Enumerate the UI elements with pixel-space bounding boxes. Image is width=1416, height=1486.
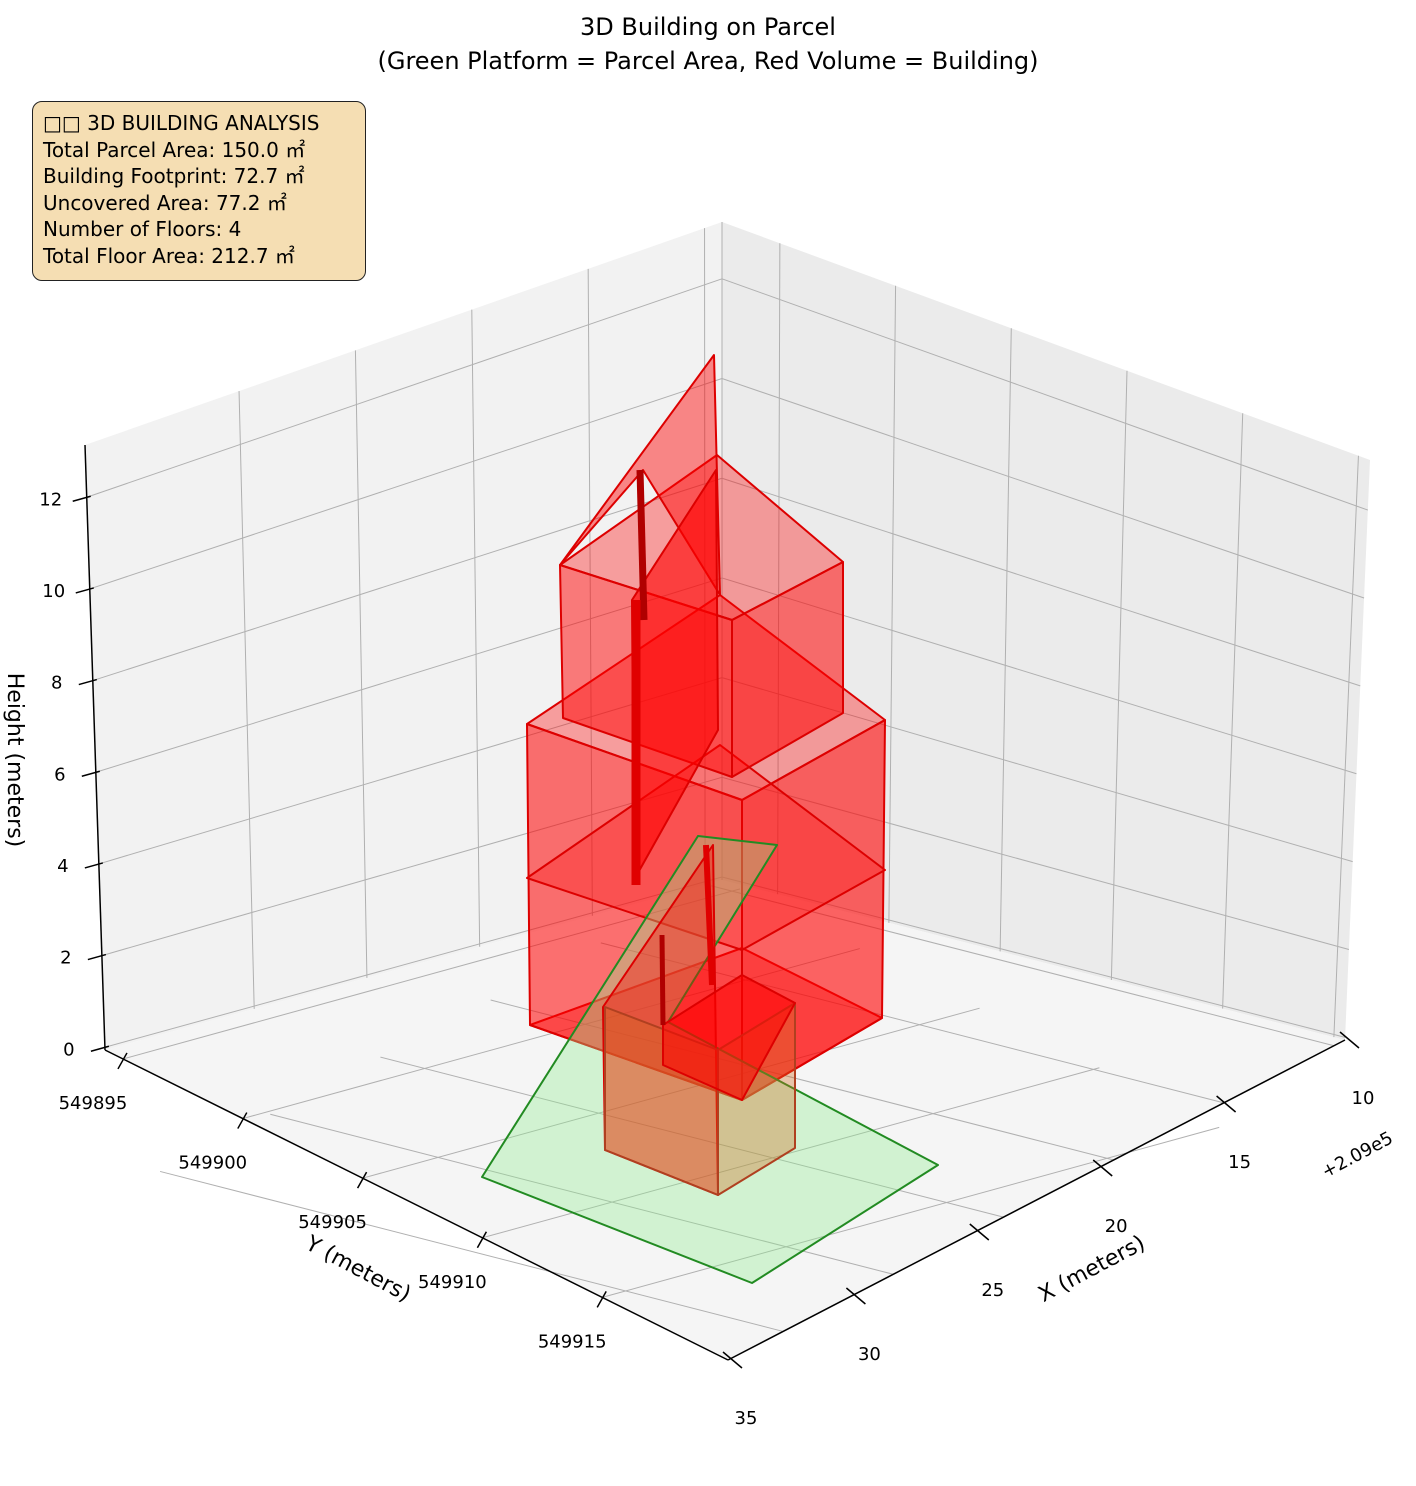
info-line: Building Footprint: 72.7 ㎡ [43, 164, 305, 188]
chart-subtitle: (Green Platform = Parcel Area, Red Volum… [377, 47, 1039, 75]
x-tick [1092, 1159, 1113, 1177]
x-tick-label: 25 [981, 1280, 1004, 1301]
z-tick [87, 953, 107, 961]
x-tick-label: 35 [735, 1408, 758, 1429]
z-gridline [721, 378, 1365, 599]
x-offset-label: +2.09e5 [1318, 1128, 1396, 1183]
x-tick-label: 15 [1228, 1152, 1251, 1173]
z-gridline [721, 477, 1361, 687]
floor-pane [105, 880, 1345, 1360]
info-line: Number of Floors: 4 [43, 217, 242, 241]
z-axis-label: Height (meters) [2, 673, 27, 848]
y-axis-line [104, 1049, 729, 1361]
x-tick-label: 10 [1352, 1088, 1375, 1109]
y-tick-label: 549900 [178, 1153, 247, 1174]
z-tick-label: 4 [57, 856, 68, 877]
z-tick-label: 6 [54, 764, 65, 785]
building-edge [636, 469, 648, 621]
y-tick-label: 549915 [538, 1331, 607, 1352]
x-gridline [1110, 370, 1128, 981]
z-tick-label: 0 [63, 1039, 74, 1060]
y-gridline [238, 391, 255, 1009]
info-line: Total Floor Area: 212.7 ㎡ [43, 243, 295, 268]
x-axis-label: X (meters) [1034, 1231, 1149, 1308]
x-gridline [270, 1113, 894, 1275]
z-tick-label: 2 [60, 948, 71, 969]
building-edge [703, 844, 715, 986]
x-tick-label: 20 [1105, 1216, 1128, 1237]
y-axis-label: Y (meters) [300, 1231, 414, 1308]
y-gridline [354, 350, 368, 978]
z-axis-line [84, 444, 106, 1051]
z-tick-label: 12 [39, 489, 62, 510]
x-tick [1216, 1095, 1237, 1113]
z-tick-label: 10 [42, 581, 65, 602]
x-tick [969, 1223, 990, 1241]
z-tick [72, 495, 91, 502]
y-tick-label: 549910 [418, 1272, 487, 1293]
info-heading: □□ 3D BUILDING ANALYSIS [43, 111, 320, 135]
z-tick [81, 770, 101, 777]
building-edge [659, 934, 666, 1026]
x-gridline [999, 328, 1012, 952]
x-gridline [1333, 455, 1359, 1038]
x-gridline [159, 1170, 784, 1332]
z-tick-label: 8 [51, 673, 62, 694]
info-line: Total Parcel Area: 150.0 ㎡ [43, 137, 306, 162]
z-tick [78, 678, 97, 686]
z-gridline [721, 278, 1369, 511]
y-tick [596, 1291, 607, 1308]
y-tick-label: 549905 [298, 1212, 367, 1233]
y-gridline [602, 1126, 1220, 1298]
z-tick [75, 587, 94, 594]
z-gridline [86, 278, 723, 498]
y-tick [237, 1112, 248, 1129]
x-tick [722, 1351, 743, 1369]
y-gridline [471, 309, 481, 947]
y-gridline [482, 1067, 1100, 1239]
analysis-info-box: □□ 3D BUILDING ANALYSIS Total Parcel Are… [32, 101, 366, 281]
x-axis-line [727, 1039, 1346, 1361]
x-gridline [1222, 413, 1244, 1009]
x-gridline [888, 285, 897, 923]
z-gridline [89, 378, 723, 590]
y-tick-label: 549895 [59, 1093, 128, 1114]
x-tick [1339, 1031, 1360, 1049]
building-face [662, 974, 796, 1101]
chart-title: 3D Building on Parcel [580, 13, 836, 41]
building-face [731, 561, 844, 778]
x-tick [845, 1287, 866, 1305]
y-tick [356, 1171, 368, 1189]
y-tick [117, 1052, 128, 1070]
x-tick-label: 30 [858, 1344, 881, 1365]
z-gridline [92, 477, 723, 682]
z-tick [84, 862, 104, 869]
info-line: Uncovered Area: 77.2 ㎡ [43, 190, 287, 215]
building-face [559, 354, 721, 596]
y-tick [476, 1231, 488, 1249]
y-gridline [362, 1007, 980, 1179]
z-tick [90, 1045, 110, 1052]
